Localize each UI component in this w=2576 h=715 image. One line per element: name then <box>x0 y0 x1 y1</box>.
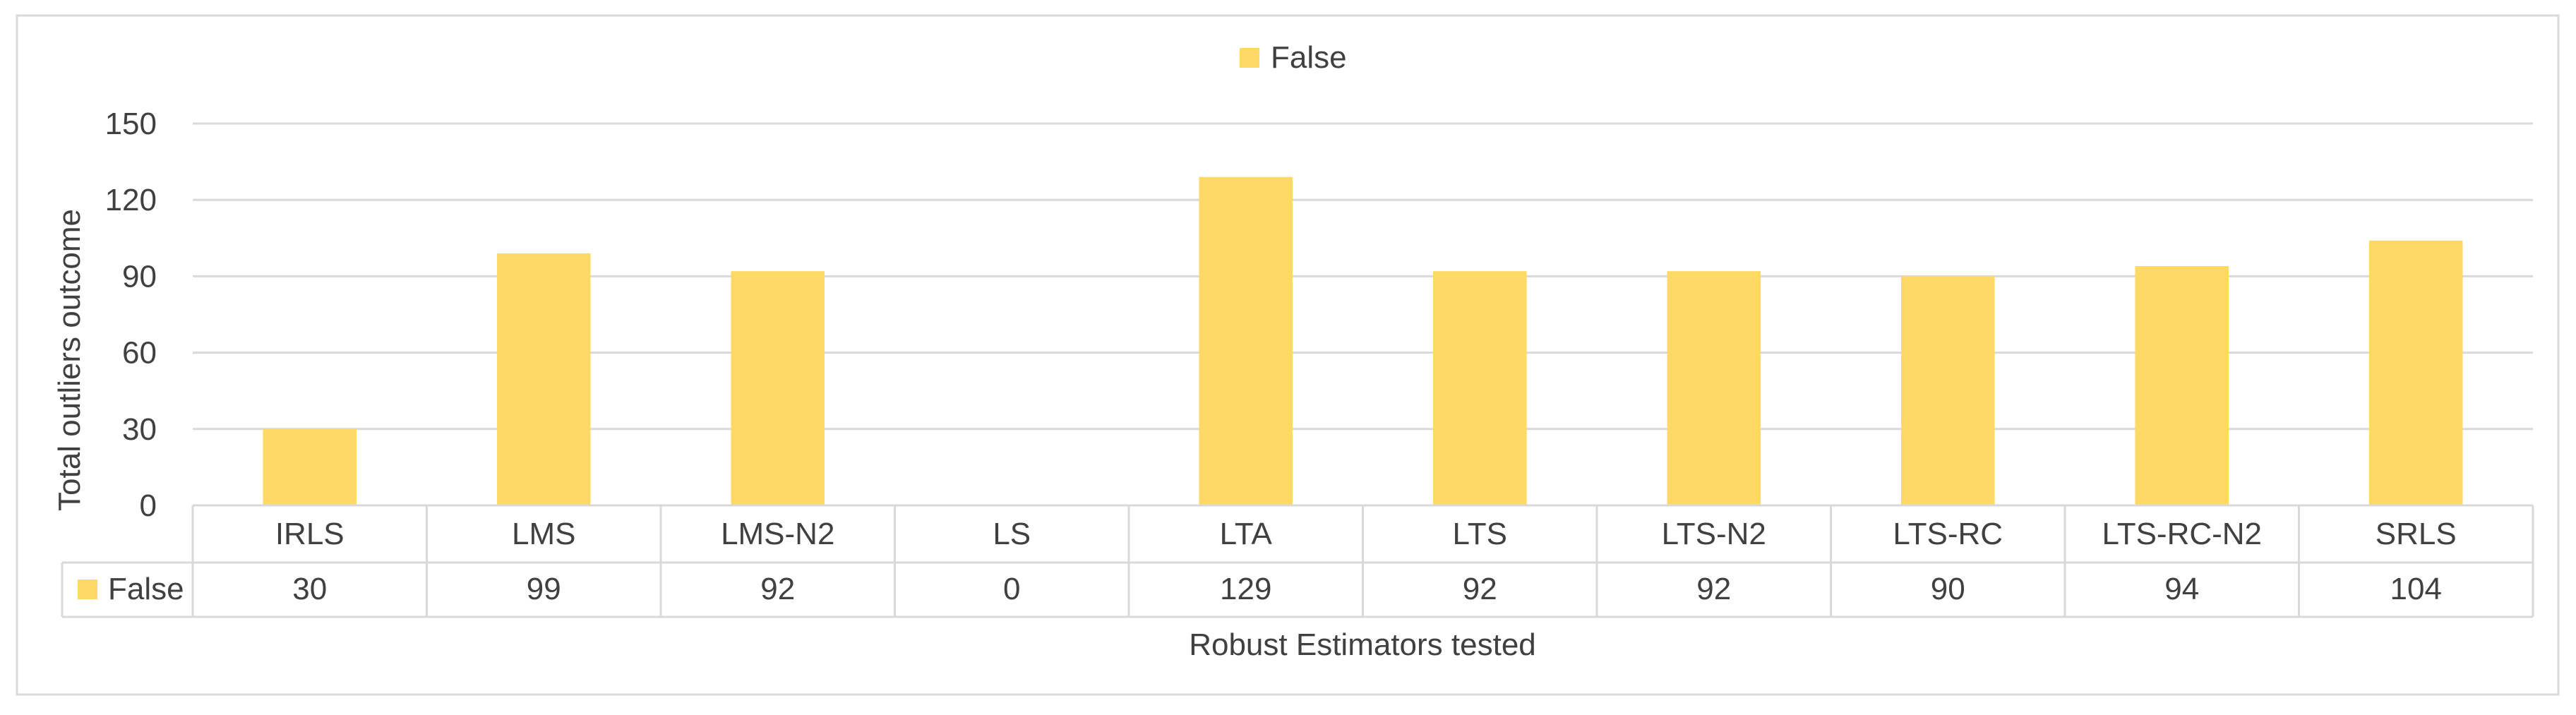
bar <box>2135 265 2229 505</box>
legend: False <box>1240 40 1347 75</box>
data-table-value: 92 <box>1696 572 1731 606</box>
data-table-value: 92 <box>1463 572 1497 606</box>
bar <box>1199 176 1293 506</box>
data-table-value: 90 <box>1931 572 1965 606</box>
data-table-value: 104 <box>2390 572 2442 606</box>
x-category-label: LMS <box>512 517 575 551</box>
x-axis-title: Robust Estimators tested <box>1189 627 1536 662</box>
y-tick-label: 150 <box>105 107 157 141</box>
y-axis-tick-labels: 0 30 60 90 120 150 <box>105 107 157 523</box>
bar <box>2368 240 2463 505</box>
bar <box>496 253 591 505</box>
y-tick-label: 60 <box>122 336 157 371</box>
x-category-label: LTA <box>1220 517 1273 551</box>
data-table-value: 30 <box>292 572 327 606</box>
x-category-label: IRLS <box>275 517 345 551</box>
bar <box>263 428 357 505</box>
x-category-label: LMS-N2 <box>721 517 834 551</box>
y-tick-label: 120 <box>105 183 157 217</box>
data-table-value: 129 <box>1220 572 1271 606</box>
x-category-label: LTS-RC-N2 <box>2102 517 2262 551</box>
x-category-label: LTS <box>1453 517 1507 551</box>
bar <box>1900 276 1995 505</box>
x-category-label: SRLS <box>2376 517 2457 551</box>
data-table-value: 99 <box>527 572 561 606</box>
data-table-value: 92 <box>760 572 795 606</box>
y-tick-label: 0 <box>140 488 157 523</box>
y-tick-label: 90 <box>122 259 157 294</box>
bar <box>1667 271 1761 505</box>
legend-label: False <box>1271 40 1347 75</box>
bar <box>1432 271 1527 505</box>
legend-swatch <box>1240 48 1259 68</box>
data-table: IRLS 30 LMS 99 LMS-N2 92 LS 0 LTA 129 LTS 92 LTS-N2 9… <box>61 504 2534 618</box>
bar <box>731 271 825 505</box>
data-table-value: 94 <box>2164 572 2199 606</box>
bars <box>263 176 2463 506</box>
x-category-label: LS <box>993 517 1031 551</box>
x-category-label: LTS-RC <box>1893 517 2003 551</box>
data-table-series-name: False <box>108 572 184 606</box>
y-axis-title: Total outliers outcome <box>52 209 87 511</box>
y-tick-label: 30 <box>122 412 157 447</box>
x-category-label: LTS-N2 <box>1662 517 1766 551</box>
data-table-value: 0 <box>1003 572 1020 606</box>
table-legend-swatch <box>78 579 97 599</box>
